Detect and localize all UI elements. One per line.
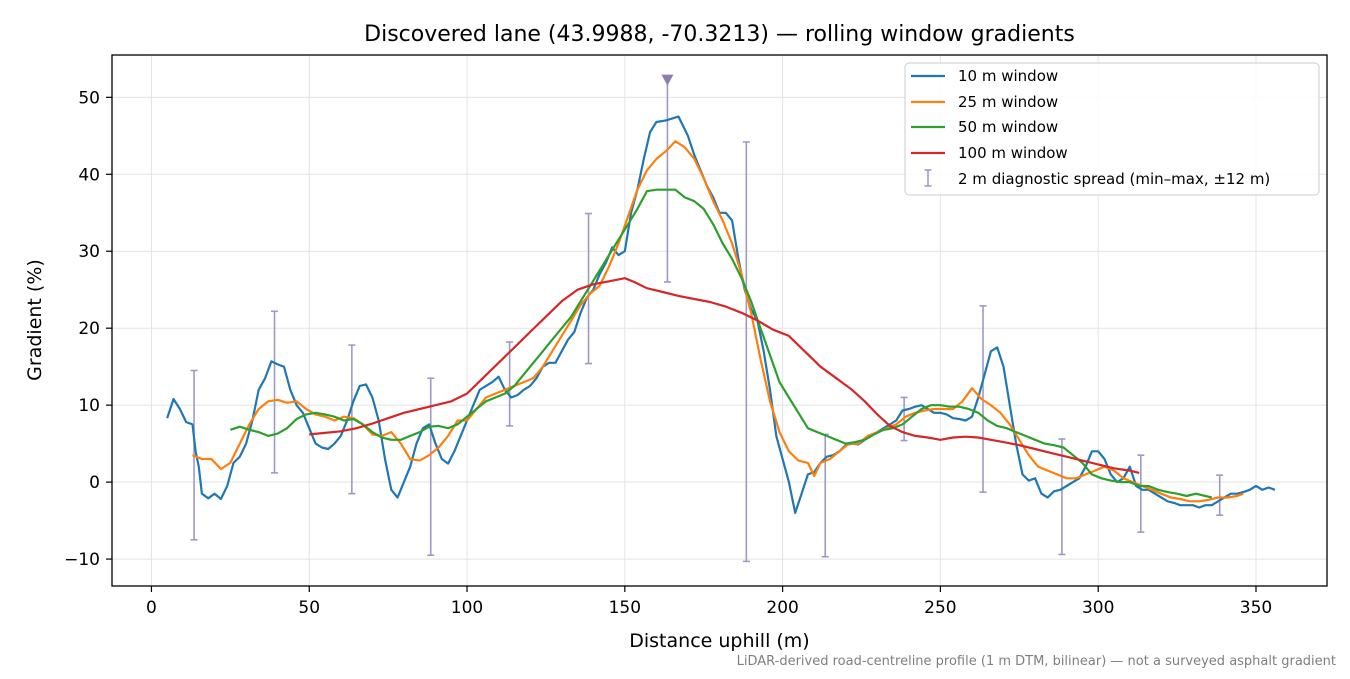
x-axis-ticks: 0 50 100 150 200 250 300 350: [146, 586, 1272, 618]
peak-marker-triangle: [661, 74, 674, 86]
legend-box: [904, 62, 1320, 196]
legend-label: 10 m window: [958, 67, 1058, 85]
y-tick-label: 0: [89, 473, 100, 493]
plot-frame: [111, 54, 1328, 587]
x-axis-label: Distance uphill (m): [629, 630, 809, 652]
series-line: [229, 188, 1213, 499]
x-tick-label: 150: [609, 598, 641, 618]
x-tick-label: 350: [1240, 598, 1272, 618]
footnote: LiDAR-derived road-centreline profile (1…: [737, 654, 1336, 669]
legend-label: 50 m window: [958, 118, 1058, 136]
x-tick-label: 250: [924, 598, 956, 618]
y-tick-label: 10: [78, 396, 100, 416]
legend: 10 m window 25 m window 50 m window 100 m w…: [904, 62, 1320, 196]
series-line: [309, 277, 1140, 474]
y-axis-label: Gradient (%): [24, 259, 46, 381]
legend-label: 25 m window: [958, 93, 1058, 111]
chart-title: Discovered lane (43.9988, -70.3213) — ro…: [364, 22, 1075, 47]
y-tick-label: −10: [64, 550, 100, 570]
x-tick-label: 50: [298, 598, 320, 618]
legend-label: 2 m diagnostic spread (min–max, ±12 m): [958, 170, 1270, 188]
x-tick-label: 0: [146, 598, 157, 618]
y-tick-label: 40: [78, 165, 100, 185]
legend-label: 100 m window: [958, 144, 1068, 162]
peak-marker: [661, 74, 674, 86]
x-tick-label: 100: [451, 598, 483, 618]
y-tick-label: 50: [78, 88, 100, 108]
x-tick-label: 200: [766, 598, 798, 618]
x-tick-label: 300: [1082, 598, 1114, 618]
series-line: [166, 115, 1276, 514]
y-tick-label: 20: [78, 319, 100, 339]
y-tick-label: 30: [78, 242, 100, 262]
y-axis-ticks: −10 0 10 20 30 40 50: [64, 88, 112, 570]
series-line: [192, 140, 1244, 503]
series-lines: [166, 115, 1276, 514]
